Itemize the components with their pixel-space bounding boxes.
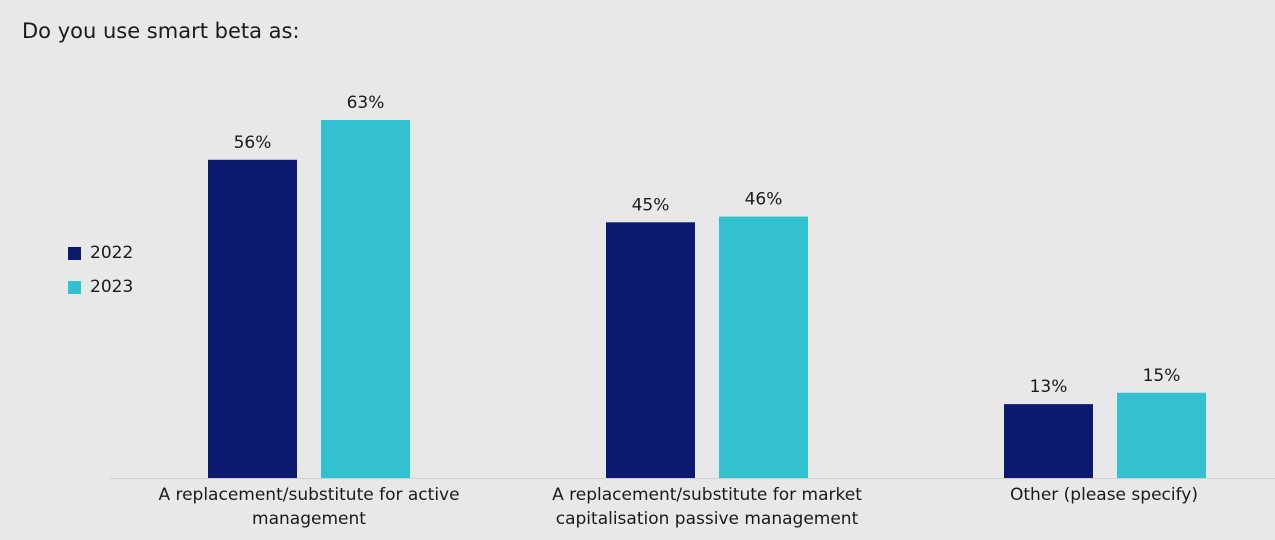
category-label-passive: A replacement/substitute for market capi… <box>527 483 887 531</box>
data-label-2023-3: 15% <box>1143 366 1181 386</box>
legend-swatch-2022 <box>68 246 81 260</box>
legend-item-2022: 2022 <box>68 242 133 264</box>
category-label-line: capitalisation passive management <box>555 509 859 529</box>
category-label-line: A replacement/substitute for active <box>158 485 460 505</box>
bar-2023-1 <box>321 120 410 478</box>
legend-item-2023: 2023 <box>68 276 133 298</box>
data-label-2022-1: 56% <box>234 133 272 153</box>
bar-2023-2 <box>719 216 808 478</box>
data-label-2022-3: 13% <box>1030 377 1068 397</box>
bar-2022-2 <box>606 222 695 478</box>
chart-title: Do you use smart beta as: <box>22 19 300 43</box>
data-label-2023-1: 63% <box>347 93 385 113</box>
bar-2023-3 <box>1117 392 1206 478</box>
bar-2022-1 <box>208 159 297 478</box>
legend-label-2022: 2022 <box>90 243 134 263</box>
category-label-line: A replacement/substitute for market <box>552 485 862 505</box>
bar-2022-3 <box>1004 404 1093 478</box>
category-label-line: Other (please specify) <box>1010 485 1198 505</box>
legend-swatch-2023 <box>68 280 81 294</box>
category-label-active: A replacement/substitute for active mana… <box>129 483 489 531</box>
data-label-2022-2: 45% <box>632 195 670 215</box>
data-label-2023-2: 46% <box>745 190 783 210</box>
category-label-line: management <box>252 509 366 529</box>
category-label-other: Other (please specify) <box>924 483 1275 507</box>
legend-label-2023: 2023 <box>90 277 134 297</box>
legend: 2022 2023 <box>68 242 133 310</box>
